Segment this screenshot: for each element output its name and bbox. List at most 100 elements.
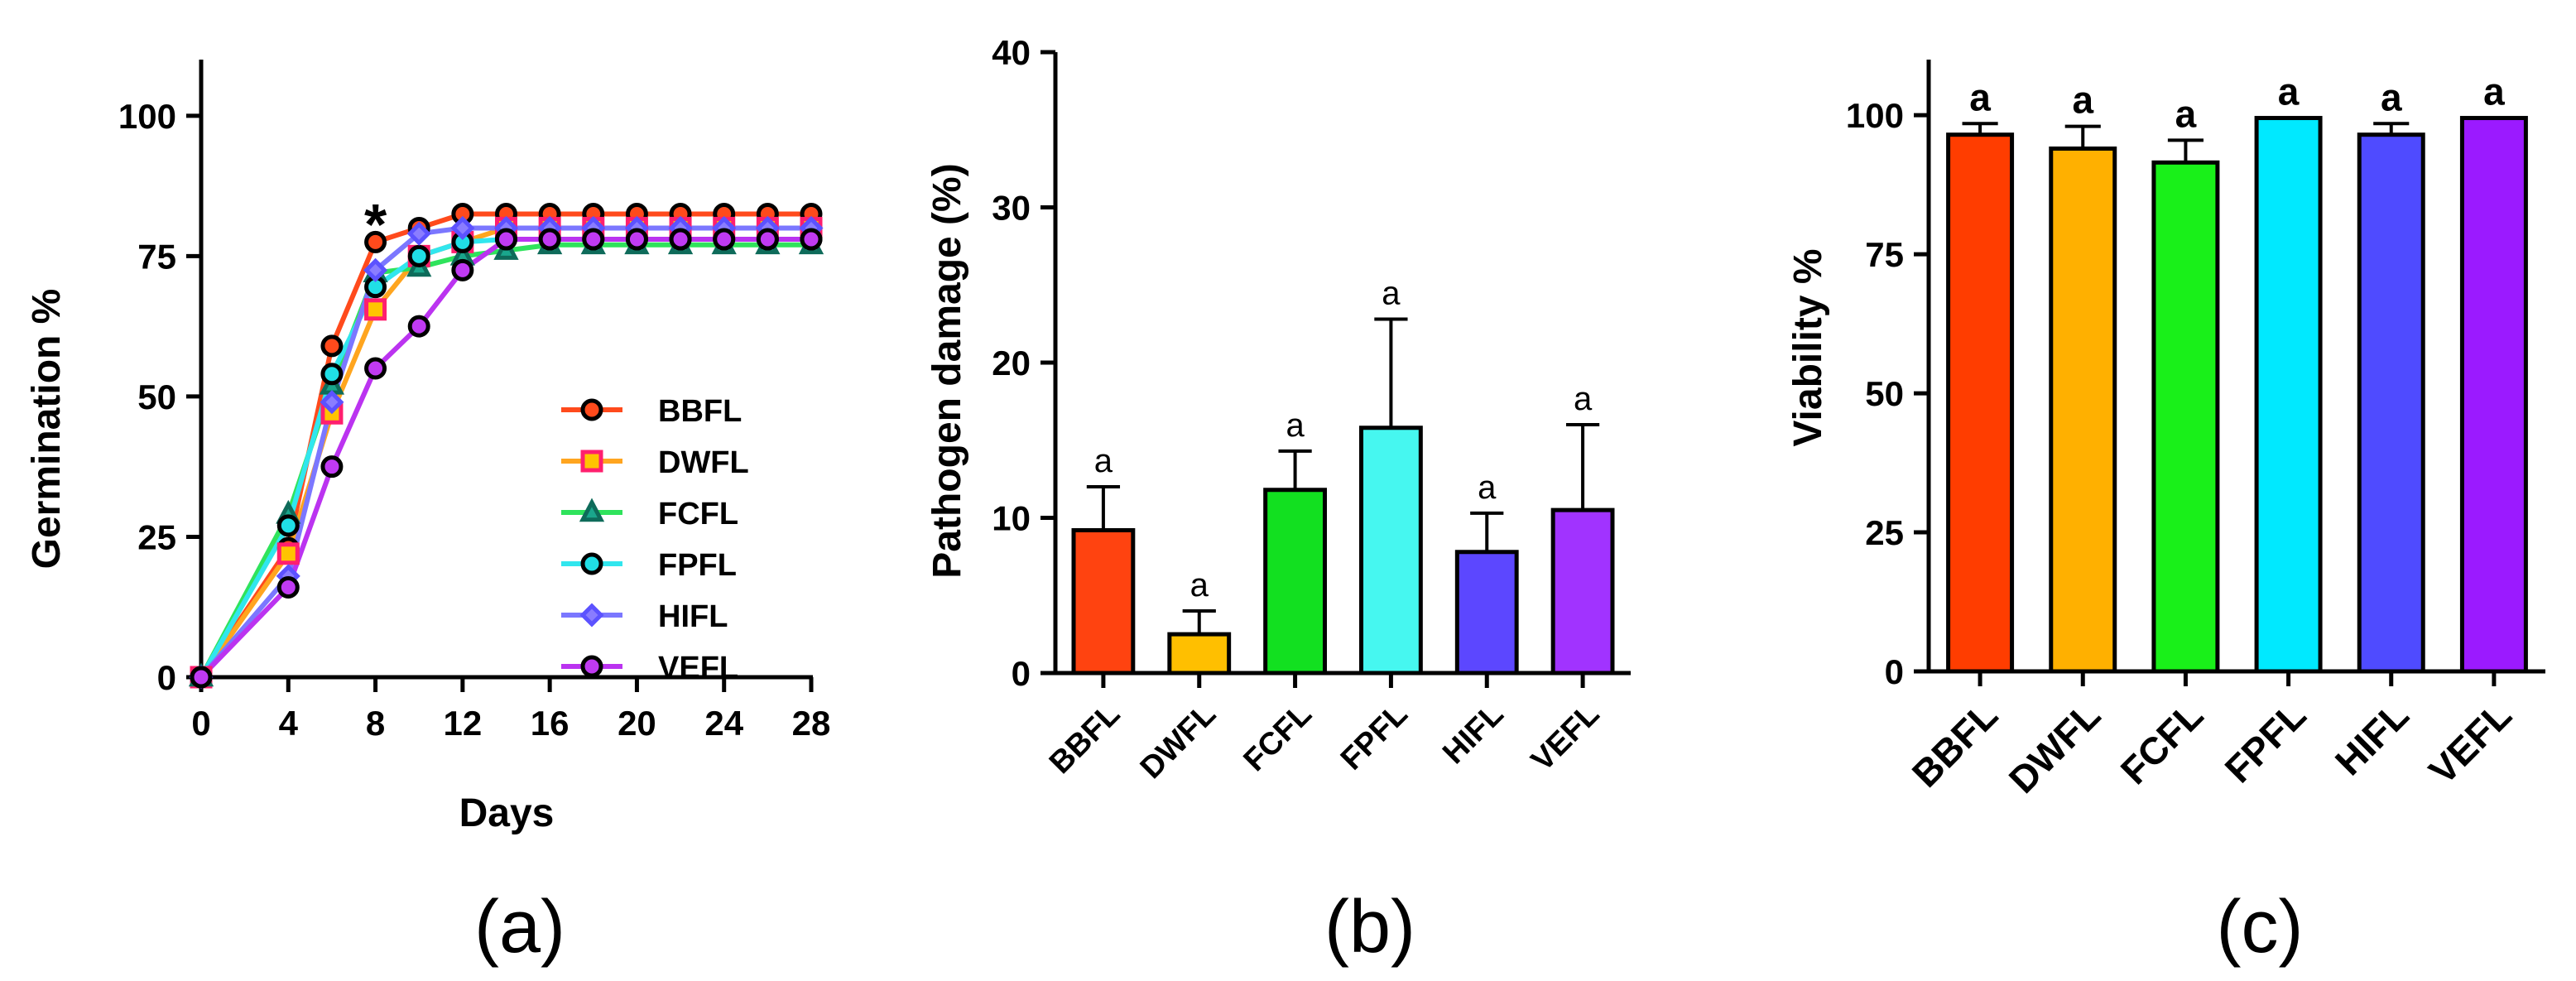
panel-a-point xyxy=(407,315,430,338)
panel-a-axes: 0 25 50 75 100 0 4 8 12 16 20 24 28 xyxy=(118,60,830,743)
panel-b-significance-hifl: a xyxy=(1478,469,1497,506)
panel-a-y-axis-title: Germination % xyxy=(25,289,69,570)
panel-a-x-tick-label: 20 xyxy=(618,704,656,743)
panel-b-category-label-fpfl: FPFL xyxy=(1334,697,1415,777)
panel-a-point xyxy=(582,228,605,251)
panel-a-x-tick-label: 4 xyxy=(279,704,299,743)
panel-a-point xyxy=(364,298,387,321)
panel-c-significance-hifl: a xyxy=(2381,75,2402,118)
panel-c-category-label-vefl: VEFL xyxy=(2420,693,2520,792)
panel-a-x-tick-label: 16 xyxy=(531,704,570,743)
panel-b-bar-fcfl xyxy=(1263,488,1327,676)
panel-c-significance-vefl: a xyxy=(2483,70,2505,113)
panel-a-legend-label-bbfl: BBFL xyxy=(658,394,742,429)
panel-c-label: (c) xyxy=(2217,886,2304,969)
panel-b-y-axis-title: Pathogen damage (%) xyxy=(925,163,969,578)
panel-a-point xyxy=(276,514,300,537)
panel-a-point xyxy=(713,228,736,251)
panel-a-legend-marker-bbfl xyxy=(580,398,603,421)
panel-b-label: (b) xyxy=(1324,886,1415,969)
panel-b-y-tick-label: 10 xyxy=(992,499,1031,538)
panel-a-point xyxy=(451,258,474,281)
panel-c-significance-fcfl: a xyxy=(2175,92,2197,135)
panel-c-category-label-dwfl: DWFL xyxy=(2001,693,2109,801)
panel-a-point xyxy=(407,244,430,267)
panel-a-point xyxy=(276,542,300,565)
panel-a-x-axis-title: Days xyxy=(459,791,555,835)
panel-b-bar-fpfl xyxy=(1359,426,1423,676)
panel-a-legend-label-fcfl: FCFL xyxy=(658,497,738,531)
panel-a-series-markers xyxy=(188,203,824,690)
panel-c-y-tick-label: 100 xyxy=(1846,96,1904,135)
panel-a-point xyxy=(364,230,387,253)
panel-c-category-label-fcfl: FCFL xyxy=(2112,693,2212,792)
panel-b-category-label-bbfl: BBFL xyxy=(1043,697,1127,781)
panel-c-category-label-bbfl: BBFL xyxy=(1904,693,2006,795)
panel-c-bar-fcfl xyxy=(2151,160,2220,674)
panel-a-point xyxy=(190,666,213,689)
panel-b-category-label-hifl: HIFL xyxy=(1436,697,1510,771)
panel-c-y-tick-label: 25 xyxy=(1865,513,1904,552)
panel-c-y-tick-label: 50 xyxy=(1865,374,1904,413)
panel-a-y-tick-label: 50 xyxy=(137,377,176,416)
panel-c-bar-bbfl xyxy=(1946,132,2015,674)
panel-b-y-tick-label: 0 xyxy=(1012,654,1031,693)
panel-a-legend: BBFL DWFL FCFL FPFL HIFL VEFL xyxy=(561,394,749,685)
panel-b-category-label-dwfl: DWFL xyxy=(1134,697,1223,786)
panel-a-point xyxy=(363,257,388,282)
panel-c-bar-dwfl xyxy=(2049,146,2117,674)
panel-b-y-tick-label: 20 xyxy=(992,344,1031,382)
panel-c-bars: a a aa a a xyxy=(1946,70,2528,674)
panel-a-point xyxy=(320,390,344,415)
panel-c-significance-fpfl: a xyxy=(2278,70,2300,113)
panel-a-y-tick-label: 0 xyxy=(157,658,176,697)
panel-a-point xyxy=(364,357,387,380)
panel-a-germination-chart: 0 25 50 75 100 0 4 8 12 16 20 24 28 BBFL DWFL FCFL FPFL… xyxy=(25,60,830,969)
panel-b-y-tick-label: 30 xyxy=(992,189,1031,228)
panel-a-legend-label-hifl: HIFL xyxy=(658,599,728,634)
panel-a-legend-marker-dwfl xyxy=(580,450,603,473)
panel-a-legend-label-fpfl: FPFL xyxy=(658,548,737,583)
panel-b-bar-dwfl xyxy=(1167,632,1232,676)
panel-a-point xyxy=(450,215,475,240)
panel-a-x-tick-label: 8 xyxy=(366,704,385,743)
panel-a-point xyxy=(800,228,823,251)
panel-a-point xyxy=(538,228,561,251)
panel-b-significance-dwfl: a xyxy=(1190,567,1209,604)
panel-a-legend-marker-fpfl xyxy=(580,552,603,575)
panel-c-significance-bbfl: a xyxy=(1969,75,1991,118)
panel-a-point xyxy=(320,455,344,478)
panel-a-legend-label-dwfl: DWFL xyxy=(658,445,749,480)
panel-c-y-tick-label: 0 xyxy=(1885,652,1904,691)
panel-b-category-label-vefl: VEFL xyxy=(1525,697,1606,778)
panel-a-point xyxy=(406,221,431,246)
panel-c-y-tick-label: 75 xyxy=(1865,235,1904,274)
panel-a-label: (a) xyxy=(474,886,565,969)
panel-b-y-tick-label: 40 xyxy=(992,33,1031,72)
panel-a-y-tick-label: 100 xyxy=(118,97,176,136)
panel-a-y-tick-label: 25 xyxy=(137,517,176,556)
panel-a-y-tick-label: 75 xyxy=(137,237,176,276)
panel-a-point xyxy=(276,575,300,599)
panel-a-point xyxy=(625,228,648,251)
panel-b-significance-fcfl: a xyxy=(1286,407,1305,444)
panel-a-significance-asterisk: * xyxy=(364,192,387,257)
panel-a-point xyxy=(320,363,344,386)
panel-a-legend-label-vefl: VEFL xyxy=(658,651,738,685)
panel-a-x-tick-label: 28 xyxy=(792,704,831,743)
panel-a-point xyxy=(669,228,692,251)
panel-a-x-tick-label: 0 xyxy=(191,704,210,743)
panel-c-bar-hifl xyxy=(2357,132,2425,674)
panel-b-category-label-fcfl: FCFL xyxy=(1238,697,1319,778)
panel-a-x-tick-label: 12 xyxy=(443,704,482,743)
panel-a-legend-marker-fcfl xyxy=(579,498,605,522)
panel-a-point xyxy=(320,334,344,358)
panel-b-significance-fpfl: a xyxy=(1382,276,1401,312)
panel-b-bars: a a a a a a xyxy=(1071,276,1615,676)
panel-c-bar-fpfl xyxy=(2254,116,2323,674)
panel-b-significance-bbfl: a xyxy=(1094,443,1113,479)
panel-a-point xyxy=(756,228,779,251)
